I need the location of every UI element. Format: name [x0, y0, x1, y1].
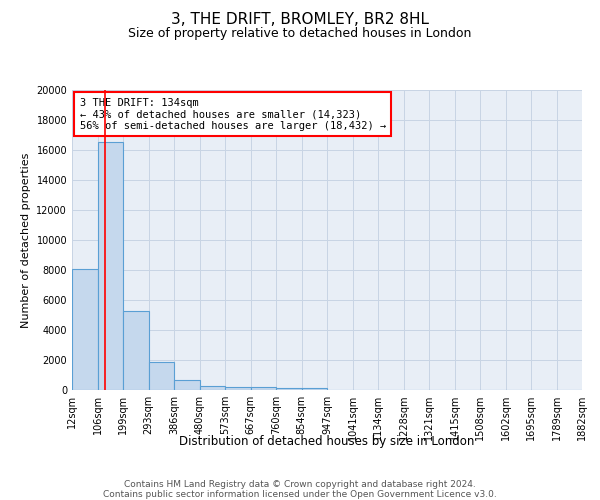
Text: 3 THE DRIFT: 134sqm
← 43% of detached houses are smaller (14,323)
56% of semi-de: 3 THE DRIFT: 134sqm ← 43% of detached ho…	[80, 98, 386, 130]
Text: Distribution of detached houses by size in London: Distribution of detached houses by size …	[179, 435, 475, 448]
Bar	[72, 268, 98, 390]
Text: Contains HM Land Registry data © Crown copyright and database right 2024.
Contai: Contains HM Land Registry data © Crown c…	[103, 480, 497, 500]
Bar	[123, 310, 149, 390]
Text: 3, THE DRIFT, BROMLEY, BR2 8HL: 3, THE DRIFT, BROMLEY, BR2 8HL	[171, 12, 429, 28]
Bar	[200, 386, 225, 390]
Bar	[149, 362, 174, 390]
Bar	[174, 380, 200, 390]
Y-axis label: Number of detached properties: Number of detached properties	[21, 152, 31, 328]
Bar	[225, 387, 251, 390]
Bar	[276, 388, 302, 390]
Bar	[251, 388, 276, 390]
Bar	[302, 388, 327, 390]
Text: Size of property relative to detached houses in London: Size of property relative to detached ho…	[128, 28, 472, 40]
Bar	[98, 142, 123, 390]
